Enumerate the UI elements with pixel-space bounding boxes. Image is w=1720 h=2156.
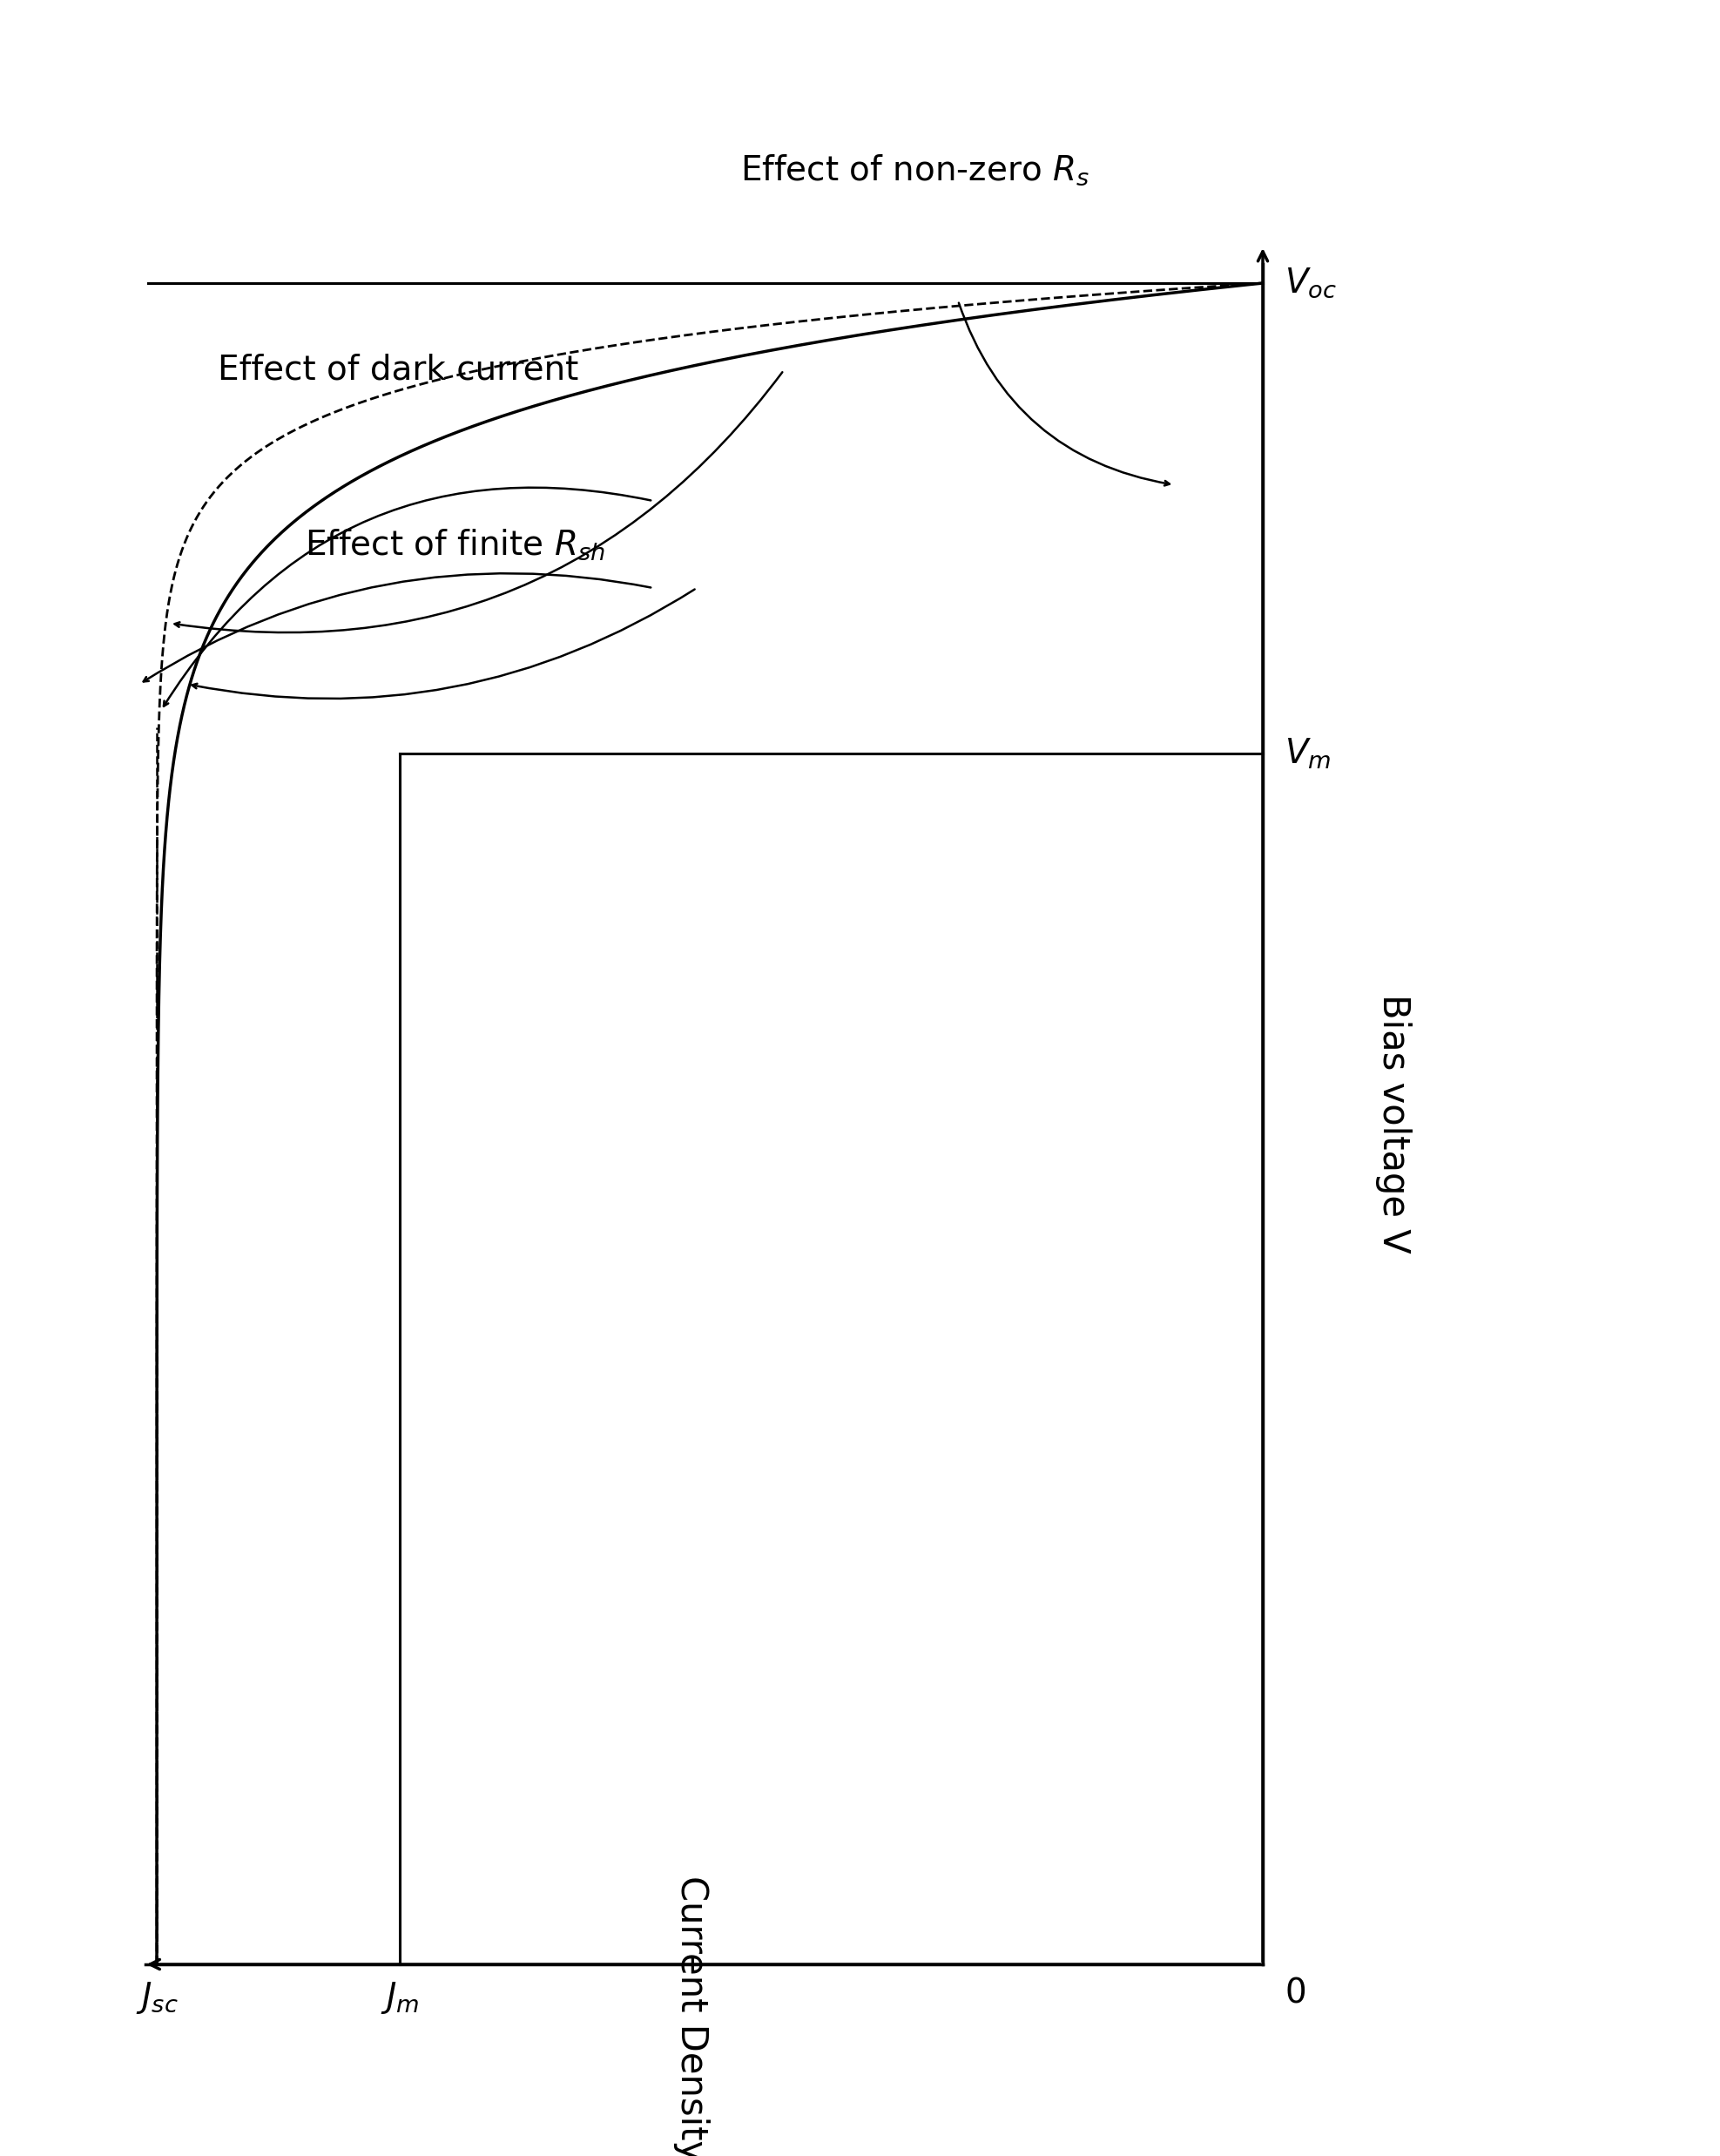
Text: $J_m$: $J_m$ [380,1979,420,2016]
Text: $V_m$: $V_m$ [1285,737,1331,772]
Text: 0: 0 [1285,1977,1305,2012]
Text: Current Density J: Current Density J [673,1876,710,2156]
Text: Effect of non-zero $R_s$: Effect of non-zero $R_s$ [740,153,1089,188]
Text: Bias voltage V: Bias voltage V [1374,994,1412,1253]
Text: $V_{oc}$: $V_{oc}$ [1285,267,1336,300]
Text: Effect of finite $R_{sh}$: Effect of finite $R_{sh}$ [304,528,605,563]
Text: $J_{sc}$: $J_{sc}$ [136,1979,177,2016]
Text: Effect of dark current: Effect of dark current [218,354,578,386]
